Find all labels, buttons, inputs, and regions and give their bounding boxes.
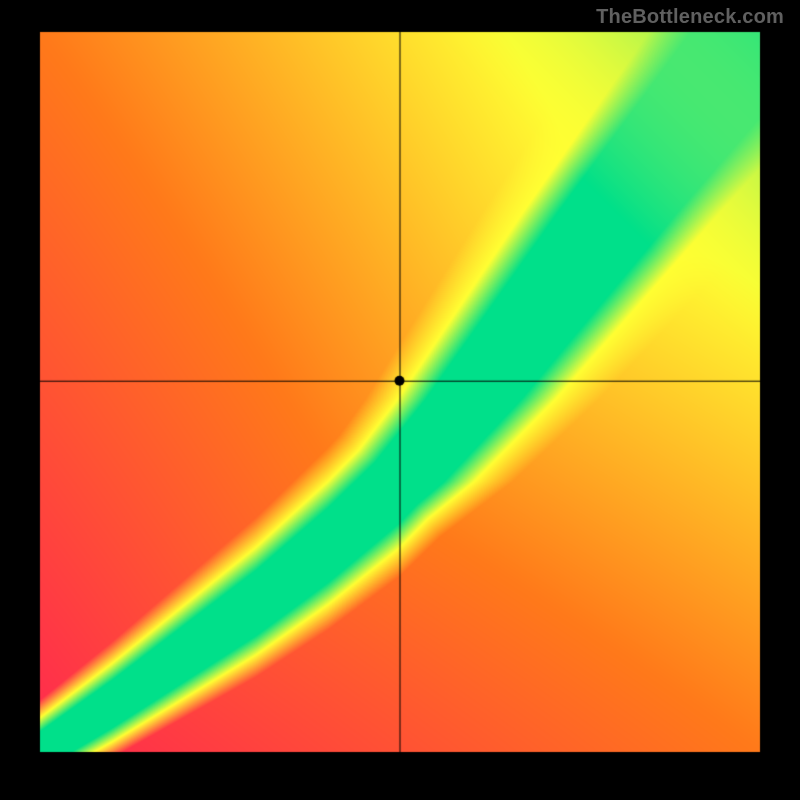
chart-container: TheBottleneck.com <box>0 0 800 800</box>
attribution-text: TheBottleneck.com <box>596 6 784 29</box>
bottleneck-heatmap <box>0 0 800 800</box>
